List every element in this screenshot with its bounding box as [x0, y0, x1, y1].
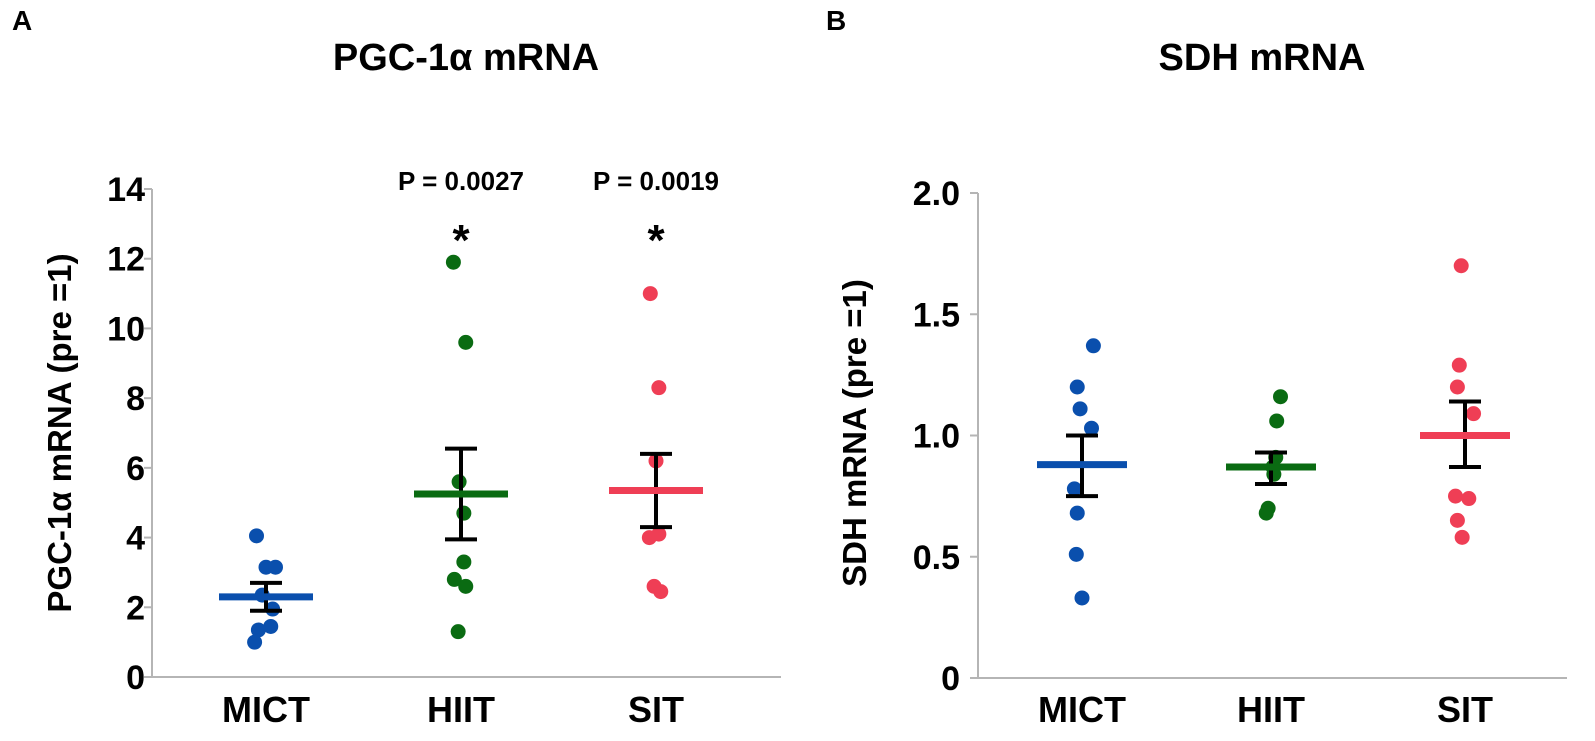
panel-a-category-label: HIIT	[427, 689, 495, 730]
panel-b-data-point	[1084, 420, 1099, 436]
panel-a-data-point	[651, 380, 667, 396]
panel-b-data-point	[1461, 491, 1477, 507]
panel-b-data-point	[1068, 546, 1084, 562]
panel-a-y-tick-label: 8	[126, 380, 145, 418]
panel-b-data-point	[1072, 401, 1088, 417]
panel-a-data-point	[263, 618, 279, 634]
panel-a-category-label: MICT	[222, 689, 310, 730]
panel-a-series-sit	[609, 286, 703, 600]
panel-a-y-tick-label: 6	[126, 450, 145, 488]
panel-a-y-tick-label: 10	[107, 310, 145, 348]
panel-a-y-tick-label: 14	[107, 171, 145, 209]
panel-a-plot-area: 0 2 4 6 8 10 12 14 MICT HIIT SIT P = 0.0027 * P = 0.0…	[107, 166, 781, 730]
panel-a-series-hiit	[414, 254, 508, 640]
panel-b: B SDH mRNA SDH mRNA (pre =1) 0 0.5 1.0 1.5 2…	[826, 5, 1567, 730]
panel-a-significance-marker: *	[647, 216, 665, 265]
panel-b-series-hiit	[1226, 389, 1316, 521]
panel-a-data-point	[458, 334, 474, 350]
panel-b-y-tick-label: 0.5	[913, 539, 960, 577]
panel-b-data-point	[1449, 512, 1465, 528]
panel-b-y-tick-label: 1.0	[913, 418, 960, 456]
panel-b-series-sit	[1420, 258, 1510, 545]
panel-b-category-label: MICT	[1038, 689, 1126, 730]
panel-b-data-point	[1085, 338, 1101, 354]
panel-b-title: SDH mRNA	[1159, 37, 1366, 79]
panel-a-series-mict	[219, 528, 313, 650]
panel-b-data-point	[1069, 505, 1085, 521]
panel-b-data-point	[1448, 488, 1463, 504]
panel-a-data-point	[458, 578, 474, 594]
panel-a-p-value-annotation: P = 0.0027	[398, 166, 524, 196]
panel-b-data-point	[1454, 529, 1470, 545]
panel-b-data-point	[1273, 389, 1288, 405]
panel-b-category-label: SIT	[1437, 689, 1493, 730]
panel-a: A PGC-1α mRNA PGC-1α mRNA (pre =1) 0 2 4 6 8…	[12, 5, 781, 730]
panel-a-data-point	[249, 528, 264, 544]
panel-a-data-point	[456, 554, 472, 570]
panel-b-data-point	[1258, 505, 1274, 521]
panel-a-data-point	[446, 571, 462, 587]
panel-a-data-point	[651, 526, 667, 542]
panel-a-category-label: SIT	[628, 689, 684, 730]
panel-a-y-tick-label: 4	[126, 520, 145, 558]
panel-a-significance-marker: *	[452, 216, 470, 265]
panel-a-data-point	[268, 559, 283, 575]
panel-b-data-point	[1466, 406, 1482, 422]
panel-a-data-point	[247, 634, 263, 650]
panel-b-data-point	[1269, 413, 1285, 429]
panel-a-data-point	[250, 622, 266, 638]
panel-b-data-point	[1449, 379, 1465, 395]
panel-b-label: B	[826, 5, 846, 36]
panel-b-category-label: HIIT	[1237, 689, 1305, 730]
panel-b-data-point	[1066, 481, 1082, 497]
panel-b-y-tick-label: 2.0	[913, 175, 960, 213]
panel-a-data-point	[642, 286, 658, 302]
panel-a-data-point	[456, 505, 472, 521]
panel-a-data-point	[450, 624, 466, 640]
panel-a-title: PGC-1α mRNA	[333, 37, 599, 79]
panel-a-data-point	[653, 584, 669, 600]
panel-b-data-point	[1453, 258, 1469, 274]
panel-a-y-tick-label: 12	[107, 241, 145, 279]
panel-b-y-axis-label: SDH mRNA (pre =1)	[836, 279, 873, 587]
panel-a-data-point	[445, 254, 461, 270]
panel-b-plot-area: 0 0.5 1.0 1.5 2.0 MICT HIIT SIT	[913, 175, 1567, 730]
panel-b-y-tick-label: 0	[941, 660, 960, 698]
panel-a-y-tick-label: 2	[126, 589, 145, 627]
panel-b-y-tick-label: 1.5	[913, 296, 960, 334]
panel-a-y-axis-label: PGC-1α mRNA (pre =1)	[41, 253, 78, 612]
panel-a-p-value-annotation: P = 0.0019	[593, 166, 719, 196]
panel-a-y-tick-label: 0	[126, 659, 145, 697]
panel-b-data-point	[1074, 590, 1090, 606]
panel-b-data-point	[1069, 379, 1085, 395]
panel-b-data-point	[1451, 357, 1467, 373]
panel-a-label: A	[12, 5, 32, 36]
panel-b-series-mict	[1037, 338, 1127, 606]
